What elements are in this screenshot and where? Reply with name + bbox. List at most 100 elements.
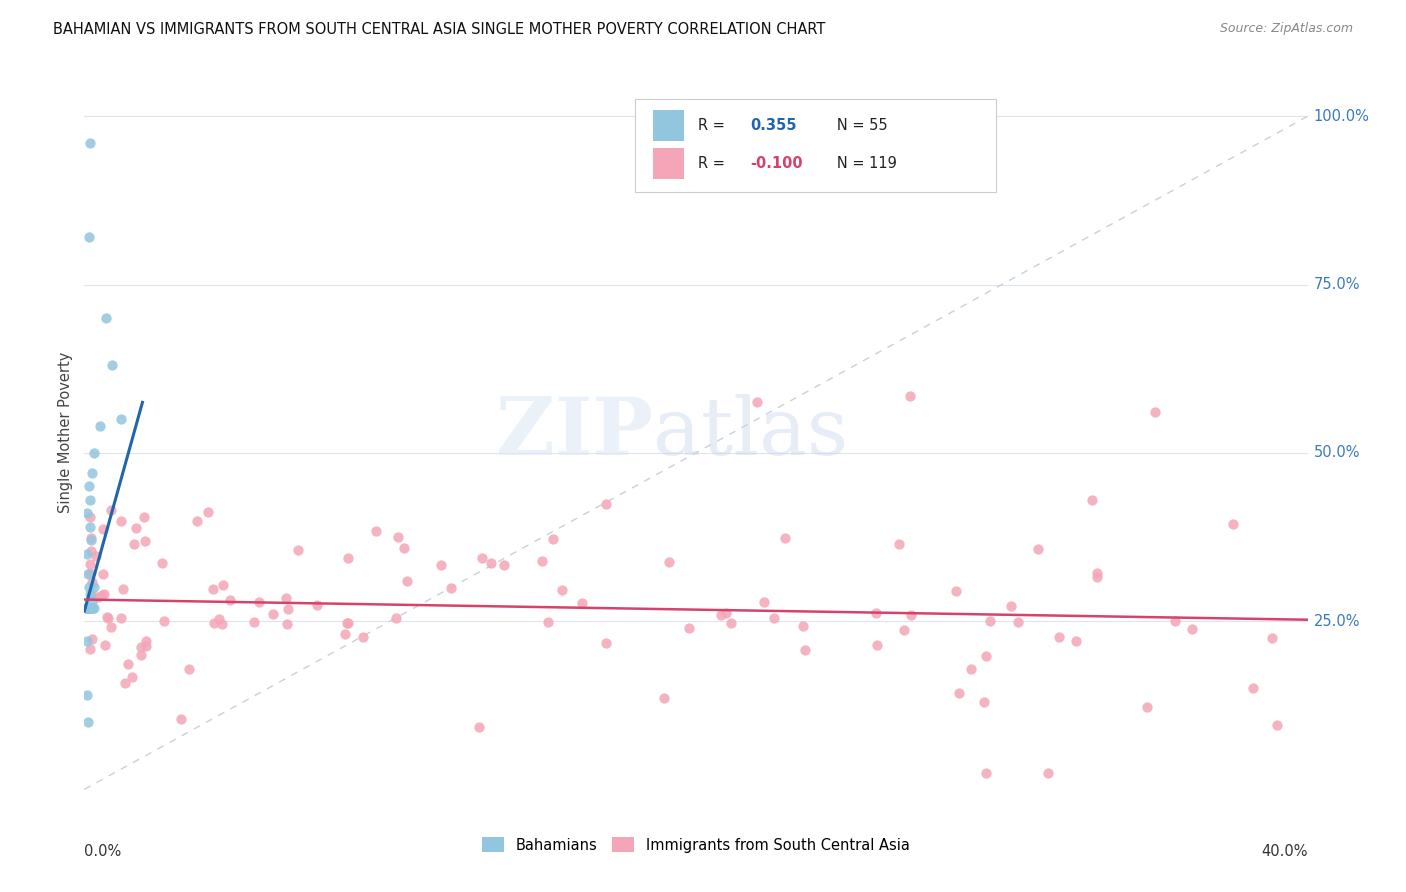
Point bbox=[364, 524, 387, 538]
Point bbox=[307, 598, 329, 612]
Point bbox=[242, 615, 264, 629]
Point bbox=[80, 600, 103, 615]
Point bbox=[152, 556, 174, 570]
Point bbox=[169, 712, 191, 726]
Point bbox=[79, 566, 101, 580]
Point bbox=[794, 643, 817, 657]
Point bbox=[395, 574, 418, 589]
Point bbox=[110, 514, 132, 528]
Point bbox=[79, 600, 101, 615]
Point bbox=[77, 600, 100, 615]
Point bbox=[976, 765, 998, 780]
Point bbox=[80, 600, 103, 615]
Point bbox=[1085, 570, 1108, 584]
Point bbox=[945, 584, 967, 599]
Point bbox=[1007, 615, 1029, 630]
Point bbox=[77, 600, 100, 615]
Point bbox=[79, 520, 101, 534]
Point bbox=[979, 614, 1001, 628]
Point bbox=[79, 136, 101, 151]
Text: -0.100: -0.100 bbox=[749, 156, 803, 171]
Point bbox=[792, 619, 814, 633]
Point bbox=[333, 626, 356, 640]
Point bbox=[80, 600, 103, 615]
Point bbox=[479, 556, 502, 570]
Text: R =: R = bbox=[699, 118, 734, 133]
Point bbox=[76, 600, 98, 615]
Point bbox=[79, 600, 101, 615]
Point bbox=[974, 649, 997, 664]
Point bbox=[77, 600, 100, 615]
Point bbox=[77, 600, 100, 615]
Point bbox=[94, 638, 117, 652]
Point bbox=[277, 601, 299, 615]
Text: N = 119: N = 119 bbox=[823, 156, 897, 171]
Point bbox=[100, 620, 122, 634]
Point bbox=[212, 578, 235, 592]
Point bbox=[197, 506, 219, 520]
Point bbox=[247, 595, 270, 609]
Point bbox=[387, 530, 409, 544]
Point bbox=[202, 615, 225, 630]
Point bbox=[79, 531, 101, 545]
Point bbox=[79, 509, 101, 524]
Point bbox=[471, 551, 494, 566]
Point bbox=[959, 662, 981, 676]
Point bbox=[129, 648, 152, 662]
Point bbox=[76, 600, 98, 615]
Point bbox=[440, 582, 463, 596]
Text: 0.0%: 0.0% bbox=[84, 844, 121, 858]
Text: ZIP: ZIP bbox=[496, 393, 654, 472]
Point bbox=[430, 558, 453, 572]
Point bbox=[1261, 631, 1284, 645]
Point bbox=[948, 686, 970, 700]
Point bbox=[91, 522, 114, 536]
Point bbox=[1143, 405, 1166, 419]
Point bbox=[720, 616, 742, 631]
Point bbox=[1181, 622, 1204, 636]
Point bbox=[551, 583, 574, 598]
Point bbox=[80, 600, 103, 615]
Point bbox=[93, 587, 115, 601]
Point bbox=[80, 466, 103, 480]
Point bbox=[77, 566, 100, 581]
Point bbox=[76, 547, 98, 561]
Point bbox=[537, 615, 560, 629]
Text: N = 55: N = 55 bbox=[823, 118, 887, 133]
Point bbox=[79, 600, 101, 615]
Point bbox=[79, 600, 101, 615]
Point bbox=[866, 638, 889, 652]
Point bbox=[83, 446, 105, 460]
Point bbox=[80, 533, 103, 548]
Point bbox=[658, 555, 681, 569]
Text: 25.0%: 25.0% bbox=[1313, 614, 1360, 629]
Point bbox=[76, 600, 98, 615]
Point bbox=[678, 621, 700, 635]
Point bbox=[276, 591, 298, 605]
Point bbox=[1064, 634, 1087, 648]
Point bbox=[595, 497, 617, 511]
Point bbox=[1222, 517, 1244, 532]
Point bbox=[865, 607, 887, 621]
Point bbox=[973, 695, 995, 709]
Point bbox=[652, 690, 675, 705]
Point bbox=[1085, 566, 1108, 580]
Point bbox=[125, 521, 148, 535]
Point bbox=[179, 662, 201, 676]
Point bbox=[76, 600, 98, 615]
Point bbox=[77, 600, 100, 615]
Point bbox=[1081, 492, 1104, 507]
Point bbox=[76, 600, 98, 615]
Point bbox=[121, 669, 143, 683]
Point bbox=[76, 634, 98, 648]
Point bbox=[79, 600, 101, 615]
Point bbox=[337, 550, 360, 565]
Point bbox=[82, 632, 104, 646]
Point bbox=[276, 617, 298, 632]
Point bbox=[1241, 681, 1264, 695]
Point bbox=[336, 615, 359, 630]
Point bbox=[76, 600, 98, 615]
Point bbox=[77, 600, 100, 615]
Text: BAHAMIAN VS IMMIGRANTS FROM SOUTH CENTRAL ASIA SINGLE MOTHER POVERTY CORRELATION: BAHAMIAN VS IMMIGRANTS FROM SOUTH CENTRA… bbox=[53, 22, 825, 37]
Point bbox=[714, 607, 737, 621]
